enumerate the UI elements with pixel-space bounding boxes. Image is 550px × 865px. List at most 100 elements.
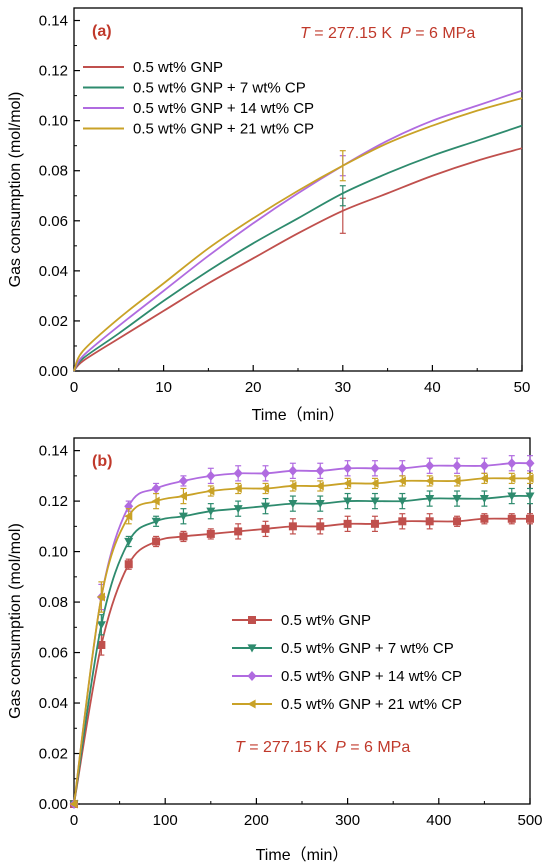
x-tick-label: 200 (244, 812, 269, 829)
series-3 (69, 472, 534, 809)
data-point (124, 560, 133, 569)
data-point (233, 468, 243, 479)
data-point (453, 517, 462, 526)
data-point (370, 519, 379, 528)
data-point (479, 473, 488, 483)
x-tick-label: 30 (334, 379, 351, 396)
legend-marker (247, 644, 257, 653)
data-point (480, 514, 489, 523)
series-line (73, 124, 523, 372)
data-point (288, 500, 298, 509)
legend-label: 0.5 wt% GNP (281, 612, 371, 629)
data-point (507, 492, 517, 501)
series-2 (69, 455, 535, 809)
data-point (315, 500, 325, 509)
y-tick-label: 0.04 (39, 263, 68, 280)
data-point (370, 497, 380, 506)
y-tick-label: 0.00 (39, 363, 68, 380)
data-point (507, 473, 516, 483)
data-point (479, 460, 489, 471)
legend-label: 0.5 wt% GNP + 14 wt% CP (133, 100, 314, 117)
series-line (73, 97, 523, 372)
conditions-t_label: T (235, 739, 246, 756)
y-tick-label: 0.12 (39, 493, 68, 510)
data-point (425, 495, 435, 504)
data-point (425, 460, 435, 471)
data-point (179, 532, 188, 541)
data-point (69, 799, 78, 809)
data-point (151, 496, 160, 506)
data-point (343, 478, 352, 488)
data-point (343, 519, 352, 528)
data-point (261, 524, 270, 533)
series-line (73, 517, 530, 805)
legend-marker (247, 671, 257, 681)
x-tick-label: 50 (514, 379, 531, 396)
legend-marker (247, 699, 256, 709)
data-point (343, 497, 353, 506)
x-tick-label: 100 (153, 812, 178, 829)
y-axis-label: Gas consumption (mol/mol) (7, 523, 24, 719)
data-point (507, 514, 516, 523)
data-point (425, 517, 434, 526)
x-tick-label: 0 (70, 379, 78, 396)
x-tick-label: 400 (426, 812, 451, 829)
data-point (425, 476, 434, 486)
data-point (315, 481, 324, 491)
data-point (96, 592, 105, 602)
y-tick-label: 0.14 (39, 443, 68, 460)
data-point (151, 483, 161, 494)
data-point (124, 537, 134, 546)
data-point (152, 537, 161, 546)
data-point (234, 527, 243, 536)
data-point (479, 495, 489, 504)
data-point (398, 517, 407, 526)
x-tick-label: 10 (155, 379, 172, 396)
y-tick-label: 0.12 (39, 63, 68, 80)
y-tick-label: 0.04 (39, 695, 68, 712)
x-axis-label: Time（min） (256, 846, 349, 864)
x-tick-label: 500 (517, 812, 542, 829)
legend-label: 0.5 wt% GNP + 7 wt% CP (281, 640, 454, 657)
data-point (525, 458, 535, 469)
x-tick-label: 0 (70, 812, 78, 829)
data-point (525, 473, 534, 483)
x-tick-label: 40 (424, 379, 441, 396)
conditions-t_value: = 277.15 K (310, 25, 393, 42)
series-1 (73, 124, 523, 372)
data-point (452, 460, 462, 471)
y-tick-label: 0.10 (39, 544, 68, 561)
data-point (178, 475, 188, 486)
chart-panel-b: 0 100 200 300 400 500 0.00 0.02 0.04 0.06 0.08 0.10… (7, 437, 543, 864)
y-tick-label: 0.00 (39, 796, 68, 813)
legend-label: 0.5 wt% GNP + 21 wt% CP (133, 121, 314, 138)
data-point (261, 502, 270, 511)
data-point (206, 507, 216, 516)
x-tick-label: 20 (245, 379, 262, 396)
y-axis-label: Gas consumption (mol/mol) (7, 92, 24, 288)
data-point (206, 529, 215, 538)
legend-label: 0.5 wt% GNP + 7 wt% CP (133, 80, 306, 97)
data-point (261, 484, 270, 493)
conditions-p_label: P (400, 25, 411, 42)
data-point (96, 621, 106, 630)
data-point (397, 463, 407, 474)
legend-label: 0.5 wt% GNP (133, 59, 223, 76)
conditions-label: T = 277.15 K P = 6 MPa (300, 25, 475, 42)
legend-label: 0.5 wt% GNP + 14 wt% CP (281, 668, 462, 685)
conditions-p_value: = 6 MPa (411, 25, 476, 42)
x-axis-label: Time（min） (252, 406, 345, 424)
conditions-p_value: = 6 MPa (346, 739, 411, 756)
series-line (73, 147, 523, 372)
conditions-label: T = 277.15 K P = 6 MPa (235, 739, 410, 756)
data-point (178, 512, 188, 521)
data-point (288, 481, 297, 491)
series-0 (70, 513, 534, 808)
y-tick-label: 0.02 (39, 746, 68, 763)
panel-label: (a) (92, 23, 112, 40)
data-point (316, 522, 325, 531)
y-tick-label: 0.06 (39, 645, 68, 662)
x-tick-label: 300 (335, 812, 360, 829)
series-line (73, 89, 523, 372)
data-point (370, 463, 380, 474)
